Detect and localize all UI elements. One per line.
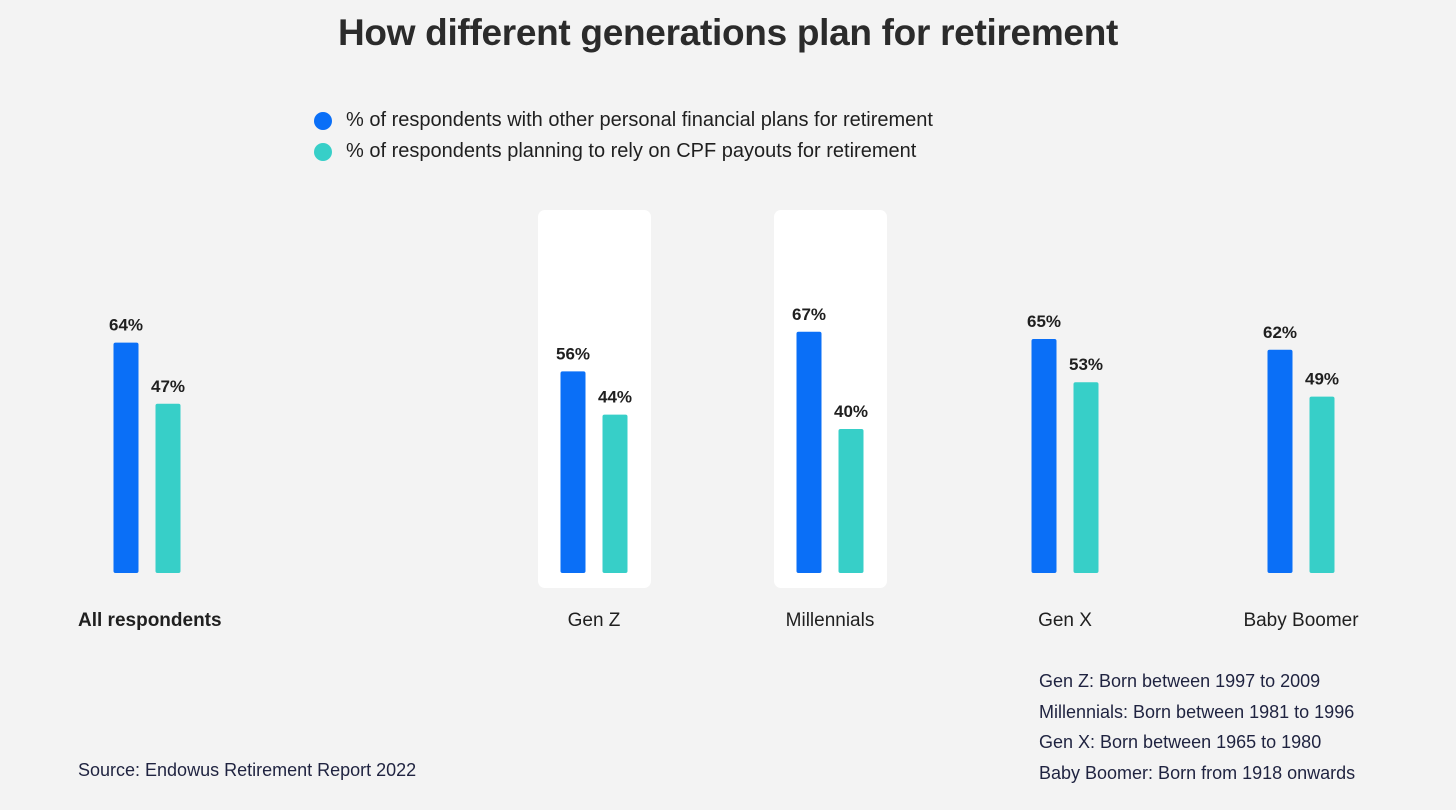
- footnote-gen-x: Gen X: Born between 1965 to 1980: [1039, 732, 1322, 752]
- bar-millennials-cpf-payouts: [838, 429, 864, 573]
- highlight-panel-gen-z: [538, 210, 651, 588]
- legend: % of respondents with other personal fin…: [314, 105, 933, 167]
- category-label-millennials: Millennials: [786, 610, 875, 631]
- data-label-all-respondents-other-plans: 64%: [109, 316, 143, 335]
- bar-all-respondents-other-plans: [113, 342, 139, 573]
- bar-baby-boomer-cpf-payouts: [1309, 396, 1335, 573]
- legend-label-series-1: % of respondents with other personal fin…: [346, 109, 933, 131]
- data-label-gen-x-other-plans: 65%: [1027, 312, 1061, 331]
- footnote-gen-z: Gen Z: Born between 1997 to 2009: [1039, 671, 1321, 691]
- source-note: Source: Endowus Retirement Report 2022: [78, 760, 417, 780]
- category-label-all-respondents: All respondents: [78, 610, 222, 631]
- legend-item-series-2: % of respondents planning to rely on CPF…: [314, 136, 933, 167]
- highlight-panel-millennials: [774, 210, 887, 588]
- data-label-all-respondents-cpf-payouts: 47%: [151, 377, 185, 396]
- bar-gen-z-other-plans: [560, 371, 586, 573]
- data-label-gen-x-cpf-payouts: 53%: [1069, 355, 1103, 374]
- data-label-millennials-cpf-payouts: 40%: [834, 402, 868, 421]
- category-label-gen-x: Gen X: [1038, 610, 1092, 631]
- legend-swatch-series-1: [314, 111, 332, 130]
- bar-gen-x-other-plans: [1031, 339, 1057, 573]
- data-label-baby-boomer-cpf-payouts: 49%: [1305, 370, 1339, 389]
- bar-baby-boomer-other-plans: [1267, 349, 1293, 573]
- footnote-millennials: Millennials: Born between 1981 to 1996: [1039, 701, 1355, 722]
- generation-footnotes: Gen Z: Born between 1997 to 2009 Millenn…: [1039, 666, 1355, 788]
- data-label-millennials-other-plans: 67%: [792, 305, 826, 324]
- legend-label-series-2: % of respondents planning to rely on CPF…: [346, 140, 917, 162]
- bar-gen-z-cpf-payouts: [602, 414, 628, 573]
- legend-item-series-1: % of respondents with other personal fin…: [314, 105, 933, 136]
- category-label-baby-boomer: Baby Boomer: [1243, 610, 1359, 631]
- category-label-gen-z: Gen Z: [568, 610, 621, 631]
- bar-gen-x-cpf-payouts: [1073, 382, 1099, 573]
- legend-swatch-series-2: [314, 142, 332, 161]
- footnote-baby-boomer: Baby Boomer: Born from 1918 onwards: [1039, 762, 1356, 783]
- bar-millennials-other-plans: [796, 331, 822, 573]
- data-label-gen-z-cpf-payouts: 44%: [598, 388, 632, 407]
- data-label-gen-z-other-plans: 56%: [556, 344, 590, 363]
- bar-all-respondents-cpf-payouts: [155, 403, 181, 573]
- data-label-baby-boomer-other-plans: 62%: [1263, 323, 1297, 342]
- chart-title: How different generations plan for retir…: [337, 12, 1119, 53]
